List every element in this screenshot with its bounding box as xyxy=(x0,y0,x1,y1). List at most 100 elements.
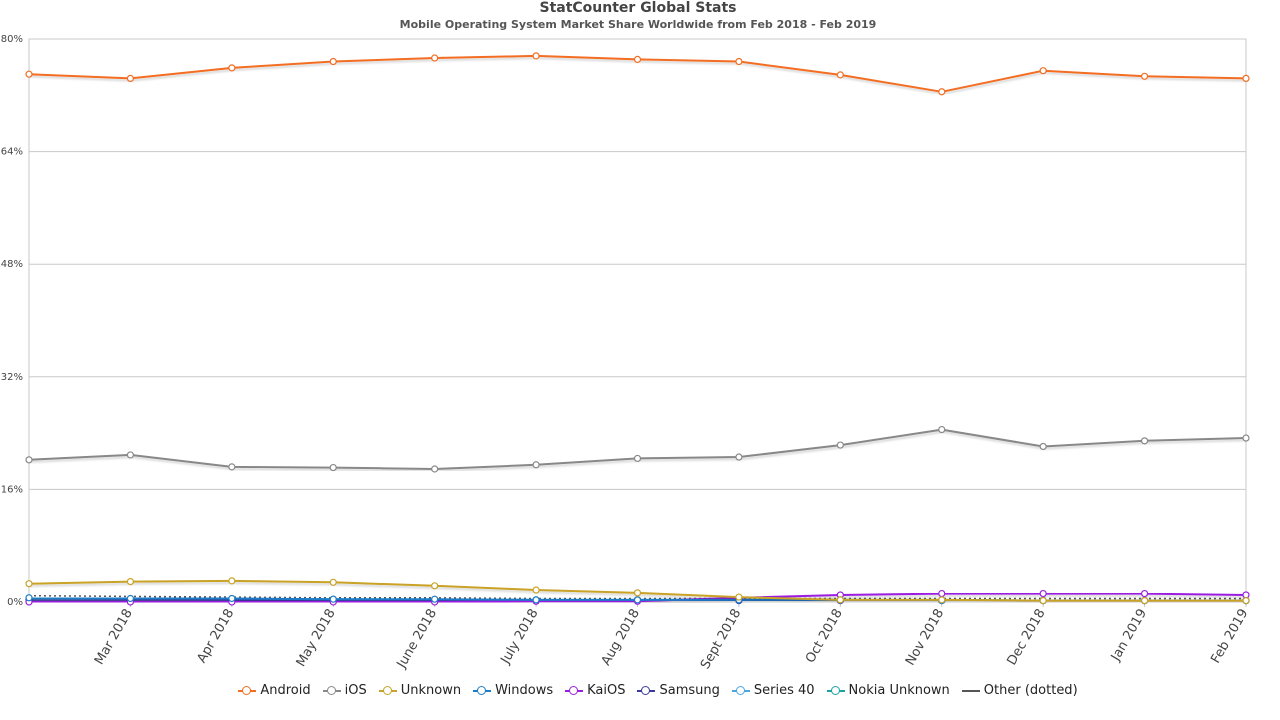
legend-item[interactable]: Windows xyxy=(473,683,553,698)
legend-label: Series 40 xyxy=(753,683,815,698)
x-tick-label: Feb 2019 xyxy=(1208,607,1251,667)
data-point xyxy=(329,578,337,586)
legend-item[interactable]: Series 40 xyxy=(731,683,815,698)
x-tick-label: Sept 2018 xyxy=(698,607,744,672)
data-point xyxy=(633,589,642,597)
data-point xyxy=(1039,596,1047,605)
chart-subtitle: Mobile Operating System Market Share Wor… xyxy=(399,18,877,31)
data-point xyxy=(938,88,946,96)
grid-lines xyxy=(28,38,1247,603)
legend-label: Unknown xyxy=(400,683,462,698)
data-point xyxy=(633,454,642,463)
data-point xyxy=(329,57,337,66)
data-point xyxy=(836,596,844,604)
data-point xyxy=(329,463,337,472)
data-point xyxy=(532,586,540,594)
data-point xyxy=(532,596,540,604)
data-point xyxy=(228,594,236,603)
y-tick-label: 48% xyxy=(1,259,23,270)
legend-item[interactable]: Samsung xyxy=(637,683,720,698)
x-tick-label: Mar 2018 xyxy=(92,607,136,668)
legend-item[interactable]: Unknown xyxy=(378,683,462,698)
data-point xyxy=(431,595,439,603)
legend-marker-icon xyxy=(826,685,845,697)
line-chart: 0% 16% 32% 48% 64% 80% Mar 2018 Apr 2018 May 201… xyxy=(1,34,1252,672)
data-point xyxy=(329,595,337,603)
chart-legend: Android iOS Unknown Windows KaiOS Samsung Seri… xyxy=(0,683,1280,698)
series-line xyxy=(28,428,1247,470)
data-point xyxy=(1039,442,1047,451)
series-unknown xyxy=(25,577,1250,605)
y-tick-label: 80% xyxy=(1,34,23,45)
data-point xyxy=(25,580,33,588)
data-point xyxy=(735,593,743,601)
legend-item[interactable]: iOS xyxy=(322,683,367,698)
legend-item[interactable]: KaiOS xyxy=(565,683,625,698)
data-point xyxy=(532,461,540,469)
data-point xyxy=(228,64,236,72)
data-point xyxy=(126,451,135,459)
legend-marker-icon xyxy=(322,685,341,697)
data-point xyxy=(228,463,236,471)
data-point xyxy=(1039,589,1047,598)
chart-title: StatCounter Global Stats xyxy=(539,0,737,16)
data-point xyxy=(633,55,642,64)
legend-item[interactable]: Other (dotted) xyxy=(961,683,1078,698)
plot-frame xyxy=(28,38,1247,603)
legend-label: Nokia Unknown xyxy=(848,683,950,698)
x-tick-label: Nov 2018 xyxy=(903,607,947,669)
data-point xyxy=(1242,74,1250,83)
legend-marker-icon xyxy=(731,685,750,697)
legend-marker-icon xyxy=(378,685,397,697)
legend-label: KaiOS xyxy=(587,683,626,698)
data-point xyxy=(1140,596,1149,605)
data-point xyxy=(431,465,439,473)
x-tick-label: Oct 2018 xyxy=(803,607,846,666)
data-point xyxy=(126,577,135,586)
x-tick-label: May 2018 xyxy=(294,607,339,670)
data-point xyxy=(1140,589,1149,598)
legend-label: Android xyxy=(260,683,311,698)
series-lines xyxy=(25,52,1250,606)
legend-item[interactable]: Nokia Unknown xyxy=(826,683,950,698)
legend-marker-icon xyxy=(637,685,656,697)
data-point xyxy=(1140,72,1149,80)
data-point xyxy=(25,594,33,602)
x-tick-label: June 2018 xyxy=(394,607,440,672)
data-point xyxy=(938,589,946,598)
data-point xyxy=(836,71,844,79)
x-tick-label: Jan 2019 xyxy=(1108,607,1150,665)
legend-label: Samsung xyxy=(659,683,720,698)
x-tick-label: Dec 2018 xyxy=(1004,607,1048,669)
data-point xyxy=(25,456,33,464)
data-point xyxy=(633,596,642,604)
legend-label: Other (dotted) xyxy=(983,683,1078,698)
data-point xyxy=(431,582,439,590)
y-tick-label: 64% xyxy=(1,147,23,158)
data-point xyxy=(1140,437,1149,445)
y-tick-label: 0% xyxy=(7,597,23,608)
legend-label: Windows xyxy=(495,683,554,698)
legend-item[interactable]: Android xyxy=(238,683,311,698)
data-point xyxy=(126,74,135,83)
legend-marker-icon xyxy=(961,685,980,697)
data-point xyxy=(735,453,743,461)
legend-marker-icon xyxy=(473,685,492,697)
x-tick-label: Aug 2018 xyxy=(599,607,643,669)
x-tick-label: July 2018 xyxy=(498,607,542,668)
data-point xyxy=(1242,596,1250,605)
data-point xyxy=(1242,434,1250,442)
axes: 0% 16% 32% 48% 64% 80% Mar 2018 Apr 2018 May 201… xyxy=(1,34,1252,672)
y-tick-label: 16% xyxy=(1,484,23,495)
x-tick-label: Apr 2018 xyxy=(194,607,237,666)
data-point xyxy=(735,57,743,66)
data-point xyxy=(228,577,236,585)
series-ios xyxy=(25,425,1250,473)
legend-marker-icon xyxy=(238,685,257,697)
legend-marker-icon xyxy=(565,685,584,697)
series-android xyxy=(25,52,1250,96)
legend-label: iOS xyxy=(344,683,367,698)
data-point xyxy=(1039,67,1047,75)
y-tick-label: 32% xyxy=(1,372,23,383)
data-point xyxy=(25,70,33,78)
